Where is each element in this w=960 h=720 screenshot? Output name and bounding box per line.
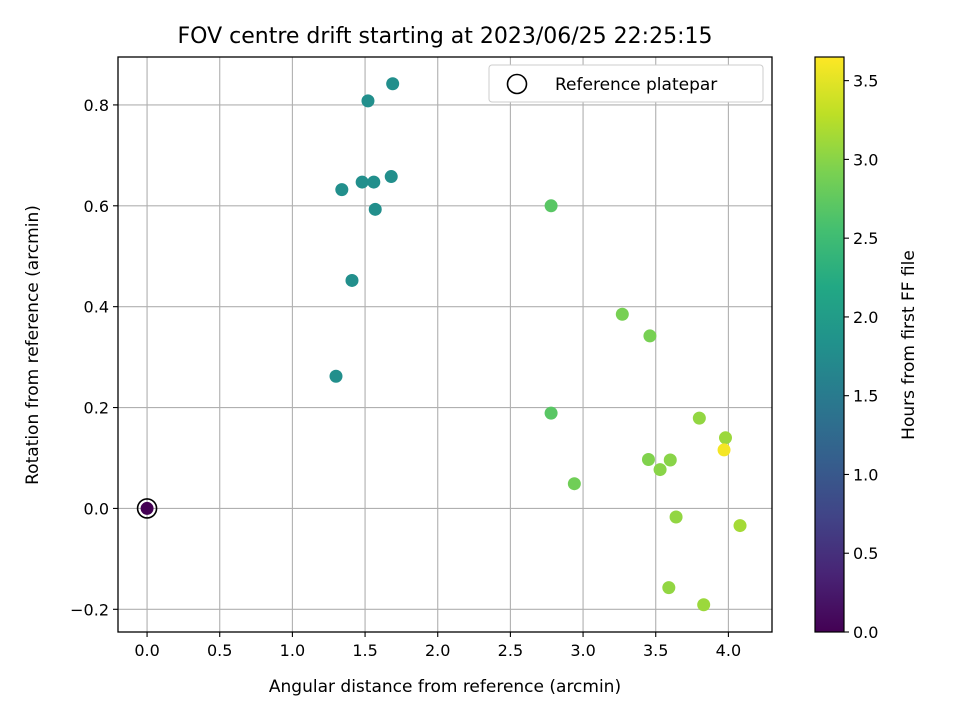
data-point	[641, 453, 655, 466]
data-point	[335, 183, 349, 197]
x-tick-label: 1.5	[352, 641, 377, 660]
x-tick-label: 3.5	[643, 641, 668, 660]
data-points	[136, 77, 747, 612]
data-point	[643, 329, 657, 343]
y-tick-label: 0.8	[84, 96, 109, 115]
x-tick-label: 2.5	[498, 641, 523, 660]
data-point	[567, 477, 581, 491]
plot-frame	[117, 56, 773, 633]
colorbar	[814, 56, 845, 633]
x-tick-label: 0.0	[134, 641, 159, 660]
colorbar-tick-label: 0.5	[853, 544, 878, 563]
data-point	[386, 77, 400, 91]
data-point	[367, 175, 381, 189]
data-point	[615, 307, 629, 321]
reference-marker	[136, 498, 158, 519]
x-tick-label: 0.5	[207, 641, 232, 660]
data-point	[653, 463, 667, 477]
y-axis-label: Rotation from reference (arcmin)	[23, 205, 43, 485]
y-tick-label: 0.2	[84, 399, 109, 418]
grid	[118, 57, 772, 632]
data-point	[717, 443, 731, 457]
data-point	[361, 94, 375, 108]
colorbar-tick-label: 3.0	[853, 150, 878, 169]
legend-label: Reference platepar	[555, 75, 717, 95]
data-point	[345, 273, 359, 287]
y-tick-label: −0.2	[70, 600, 109, 619]
data-point	[662, 581, 676, 595]
data-point	[329, 369, 343, 383]
data-point	[544, 406, 558, 420]
x-tick-label: 4.0	[716, 641, 741, 660]
colorbar-tick-label: 2.0	[853, 308, 878, 327]
y-tick-label: 0.6	[84, 197, 109, 216]
colorbar-tick-label: 3.5	[853, 72, 878, 91]
x-tick-label: 3.0	[570, 641, 595, 660]
legend-marker	[506, 73, 528, 95]
x-tick-label: 2.0	[425, 641, 450, 660]
data-point	[692, 411, 706, 425]
y-tick-label: 0.0	[84, 499, 109, 518]
data-point	[384, 170, 398, 184]
colorbar-label: Hours from first FF file	[899, 250, 919, 440]
data-point	[140, 501, 154, 515]
legend: Reference platepar	[488, 64, 764, 103]
data-point	[544, 199, 558, 213]
colorbar-tick-label: 0.0	[853, 623, 878, 642]
data-point	[663, 453, 677, 467]
data-point	[368, 202, 382, 216]
y-tick-label: 0.4	[84, 298, 109, 317]
y-axis-ticks: −0.2 0.0 0.2 0.4 0.6 0.8	[70, 96, 118, 619]
data-point	[669, 510, 683, 524]
data-point	[355, 175, 369, 189]
x-axis-ticks: 0.0 0.5 1.0 1.5 2.0 2.5 3.0 3.5 4.0	[134, 632, 741, 660]
data-point	[733, 519, 747, 533]
x-tick-label: 1.0	[280, 641, 305, 660]
colorbar-ticks: 0.0 0.5 1.0 1.5 2.0 2.5 3.0 3.5	[844, 72, 878, 642]
data-point	[718, 431, 732, 445]
colorbar-tick-label: 1.0	[853, 465, 878, 484]
x-axis-label: Angular distance from reference (arcmin)	[269, 677, 621, 697]
data-point	[697, 598, 711, 612]
colorbar-tick-label: 2.5	[853, 229, 878, 248]
chart-title: FOV centre drift starting at 2023/06/25 …	[178, 24, 713, 49]
colorbar-tick-label: 1.5	[853, 387, 878, 406]
legend-box	[488, 64, 764, 103]
